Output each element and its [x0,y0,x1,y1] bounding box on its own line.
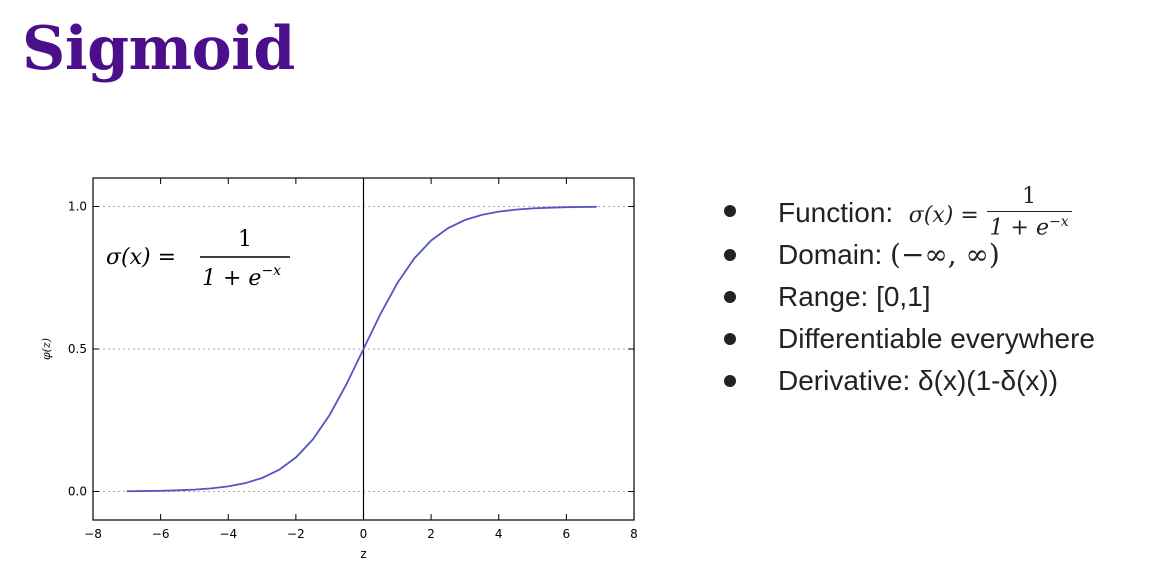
y-tick-label: 0.5 [68,342,87,356]
range-text: Range: [0,1] [778,281,931,312]
x-tick-label: −2 [287,527,305,541]
formula-denominator-base: 1 + e [202,266,261,291]
formula-numerator: 1 [238,227,252,252]
formula-lhs: σ(x) = [106,245,176,270]
function-label: Function: [778,197,894,229]
bullet-derivative: Derivative: δ(x)(1-δ(x)) [722,360,1095,402]
x-tick-label: −8 [84,527,102,541]
formula-annotation: σ(x) = 1 1 + e−x [106,227,290,291]
y-axis-label: φ(z) [40,338,53,360]
x-tick-label: 4 [495,527,503,541]
y-tick-label: 0.0 [68,485,87,499]
x-tick-label: −6 [152,527,170,541]
x-tick-label: 0 [360,527,368,541]
property-list: Function: σ(x) = 1 1 + e−x Domain: (−∞, … [722,186,1095,402]
bullet-function: Function: σ(x) = 1 1 + e−x [722,186,1095,239]
x-tick-label: 2 [427,527,435,541]
y-tick-label: 1.0 [68,200,87,214]
bullet-domain: Domain: (−∞, ∞) [722,234,1095,276]
domain-label: Domain: [778,239,883,270]
slide-title: Sigmoid [22,14,295,84]
function-numerator: 1 [1022,184,1037,209]
bullet-range: Range: [0,1] [722,276,1095,318]
function-denominator: 1 + e−x [986,211,1072,239]
axis-ticks: −8 −6 −4 −2 0 2 4 6 8 0.0 0.5 1.0 [68,178,638,541]
sigmoid-curve-line [126,205,597,493]
sigmoid-curve [126,205,597,493]
x-axis-label: z [360,547,366,561]
formula-denominator-exponent: −x [261,263,281,279]
x-tick-label: −4 [219,527,237,541]
x-tick-label: 8 [630,527,638,541]
domain-value: (−∞, ∞) [890,238,1000,271]
x-tick-label: 6 [563,527,571,541]
function-fraction: 1 1 + e−x [986,184,1072,239]
sigmoid-chart: −8 −6 −4 −2 0 2 4 6 8 0.0 0.5 1.0 z φ(z) σ(x) = 1 1… [40,177,638,561]
derivative-text: Derivative: δ(x)(1-δ(x)) [778,365,1059,396]
differentiable-text: Differentiable everywhere [778,323,1095,354]
formula-denominator: 1 + e−x [202,263,281,291]
function-lhs: σ(x) = [908,203,979,229]
bullet-differentiable: Differentiable everywhere [722,318,1095,360]
